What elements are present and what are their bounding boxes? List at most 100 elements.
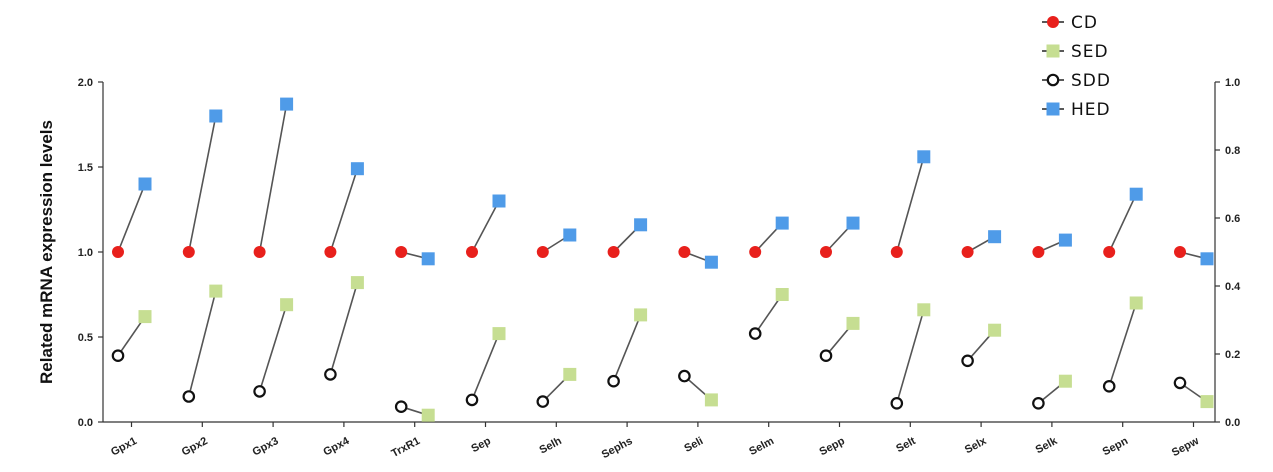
legend-marker-hed: [1047, 103, 1060, 116]
x-tick-label: Selh: [538, 435, 564, 457]
data-markers: [112, 98, 1214, 422]
right-tick-label: 1.0: [1225, 77, 1240, 89]
point-sdd: [325, 369, 335, 379]
point-sed: [634, 308, 647, 321]
legend: CD SED SDD HED: [1042, 13, 1111, 120]
point-cd: [183, 246, 195, 258]
point-sdd: [184, 391, 194, 401]
point-cd: [1032, 246, 1044, 258]
point-hed: [209, 110, 222, 123]
connector-cd-hed: [260, 104, 287, 252]
right-tick-label: 0.4: [1225, 281, 1241, 293]
point-sdd: [396, 402, 406, 412]
point-sed: [280, 298, 293, 311]
left-tick-label: 1.5: [78, 162, 93, 174]
point-sdd: [750, 328, 760, 338]
point-cd: [254, 246, 266, 258]
point-hed: [563, 229, 576, 242]
connector-sdd-sed: [189, 291, 216, 396]
point-cd: [749, 246, 761, 258]
point-cd: [324, 246, 336, 258]
legend-marker-sed: [1047, 45, 1060, 58]
point-sed: [422, 409, 435, 422]
x-axis: Gpx1 Gpx2 Gpx3 Gpx4 TrxR1 Sep Selh Sephs Seli Sel…: [103, 422, 1215, 461]
connector-cd-hed: [897, 157, 924, 252]
point-sdd: [254, 386, 264, 396]
legend-marker-cd: [1047, 16, 1059, 28]
point-sed: [351, 276, 364, 289]
point-cd: [608, 246, 620, 258]
x-tick-label: TrxR1: [389, 435, 422, 460]
x-tick-label: Sep: [469, 435, 493, 455]
x-tick-label: Gpx2: [180, 435, 210, 459]
point-sed: [1059, 375, 1072, 388]
x-tick-label: Selt: [894, 435, 918, 455]
connector-cd-hed: [189, 116, 216, 252]
point-hed: [1059, 234, 1072, 247]
left-tick-label: 1.0: [78, 247, 93, 259]
x-tick-label: Gpx4: [321, 435, 352, 459]
connector-sdd-sed: [897, 310, 924, 404]
x-tick-label: Selm: [747, 435, 776, 458]
point-hed: [917, 150, 930, 163]
x-tick-label: Sepn: [1101, 435, 1131, 458]
point-sdd: [892, 398, 902, 408]
legend-marker-sdd: [1048, 75, 1058, 85]
point-sdd: [608, 376, 618, 386]
point-sdd: [821, 351, 831, 361]
point-sed: [988, 324, 1001, 337]
connector-sdd-sed: [1109, 303, 1136, 386]
point-sed: [917, 303, 930, 316]
point-hed: [493, 195, 506, 208]
x-tick-label: Seli: [682, 435, 705, 455]
point-sdd: [679, 371, 689, 381]
point-cd: [1174, 246, 1186, 258]
point-sdd: [1033, 398, 1043, 408]
right-tick-label: 0.0: [1225, 417, 1240, 429]
legend-label: CD: [1071, 13, 1098, 33]
right-tick-label: 0.6: [1225, 213, 1240, 225]
left-y-axis: 0.0 0.5 1.0 1.5 2.0: [78, 77, 103, 429]
x-tick-label: Sepp: [818, 435, 848, 458]
connector-cd-hed: [118, 184, 145, 252]
point-hed: [1130, 188, 1143, 201]
point-sed: [493, 327, 506, 340]
connector-cd-hed: [1109, 194, 1136, 252]
connector-lines: [118, 104, 1207, 415]
point-hed: [776, 217, 789, 230]
connector-cd-hed: [330, 169, 357, 252]
point-sed: [1130, 297, 1143, 310]
point-hed: [280, 98, 293, 111]
point-cd: [395, 246, 407, 258]
point-sdd: [467, 395, 477, 405]
point-hed: [139, 178, 152, 191]
left-tick-label: 0.5: [78, 332, 93, 344]
point-sdd: [1104, 381, 1114, 391]
point-cd: [112, 246, 124, 258]
x-tick-label: Gpx1: [109, 435, 139, 459]
connector-sdd-sed: [260, 305, 287, 392]
point-hed: [351, 162, 364, 175]
y-axis-label: Related mRNA expression levels: [37, 120, 56, 384]
point-cd: [962, 246, 974, 258]
x-tick-label: Sephs: [600, 435, 635, 461]
point-hed: [988, 230, 1001, 243]
point-sed: [847, 317, 860, 330]
point-cd: [820, 246, 832, 258]
x-tick-label: Sepw: [1170, 435, 1201, 459]
point-hed: [847, 217, 860, 230]
point-hed: [634, 218, 647, 231]
legend-label: SDD: [1071, 71, 1111, 91]
point-cd: [1103, 246, 1115, 258]
point-sed: [705, 393, 718, 406]
legend-label: SED: [1071, 42, 1109, 62]
left-tick-label: 2.0: [78, 77, 93, 89]
point-sdd: [538, 396, 548, 406]
right-tick-label: 0.2: [1225, 349, 1240, 361]
x-tick-label: Selk: [1034, 435, 1060, 457]
legend-label: HED: [1071, 100, 1111, 120]
point-sed: [1201, 395, 1214, 408]
point-cd: [466, 246, 478, 258]
point-sdd: [962, 356, 972, 366]
